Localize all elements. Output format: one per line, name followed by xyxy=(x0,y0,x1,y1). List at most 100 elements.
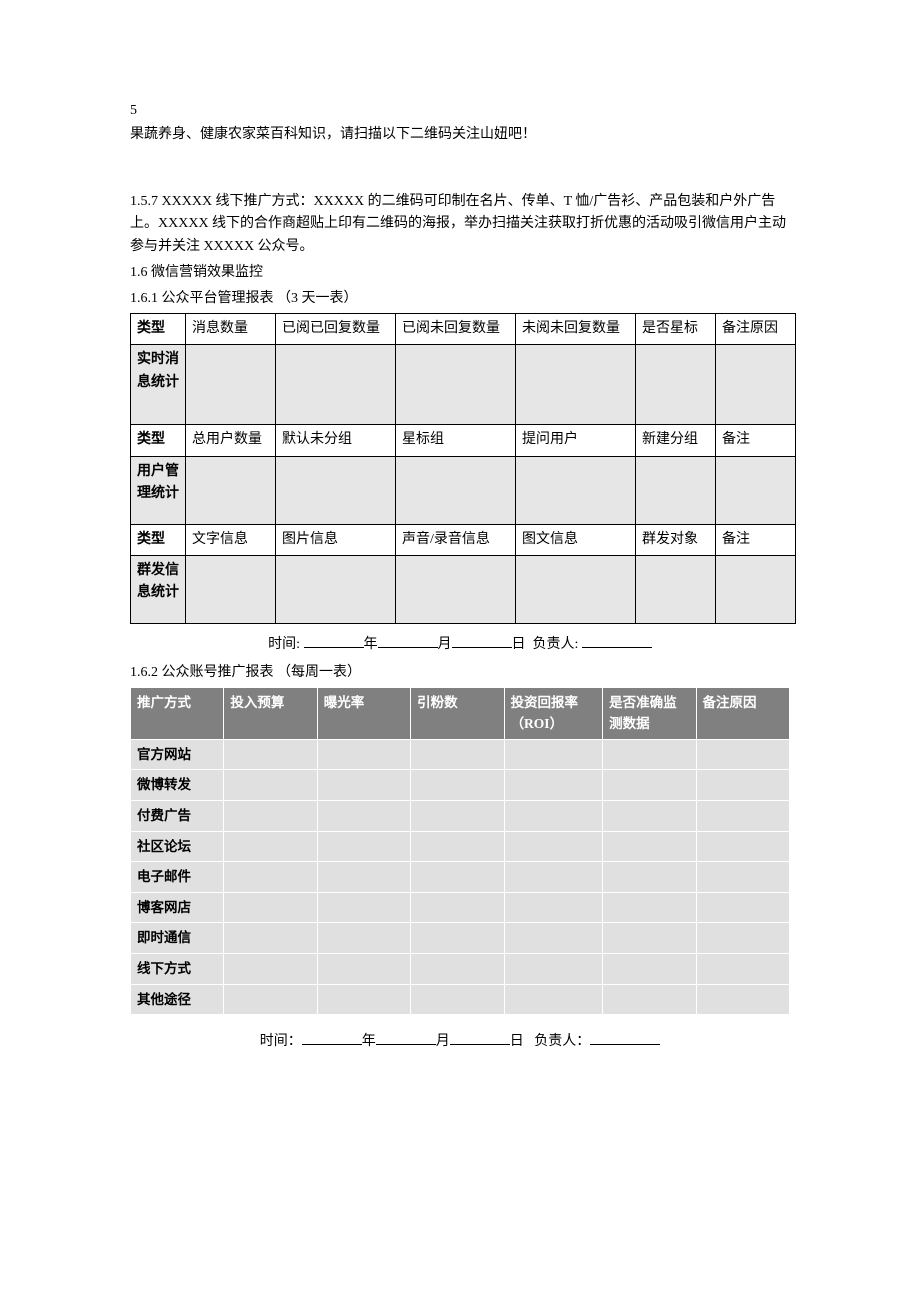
table-cell xyxy=(411,923,504,954)
table-cell xyxy=(396,555,516,623)
t2-h-6: 备注原因 xyxy=(696,687,789,739)
table-cell xyxy=(317,739,410,770)
table-cell xyxy=(224,739,317,770)
t2-r3: 社区论坛 xyxy=(131,831,224,862)
blank-year xyxy=(304,634,364,648)
table-cell xyxy=(276,456,396,524)
table-cell xyxy=(516,345,636,425)
t1-sh3-4: 图文信息 xyxy=(516,524,636,555)
table-cell xyxy=(636,456,716,524)
t1-sec2-label: 用户管理统计 xyxy=(131,456,186,524)
table-cell xyxy=(504,984,603,1015)
section-1-6-title: 1.6 微信营销效果监控 xyxy=(130,262,790,284)
t1-sec3-label: 群发信息统计 xyxy=(131,555,186,623)
t2-h-0: 推广方式 xyxy=(131,687,224,739)
table-cell xyxy=(186,555,276,623)
t1-sh2-6: 备注 xyxy=(716,425,796,456)
t1-sh2-0: 类型 xyxy=(131,425,186,456)
t2-h-5: 是否准确监测数据 xyxy=(603,687,696,739)
table-cell xyxy=(716,555,796,623)
page-number: 5 xyxy=(130,100,790,122)
table-cell xyxy=(224,923,317,954)
t2-h-4: 投资回报率（ROI） xyxy=(504,687,603,739)
table-cell xyxy=(224,892,317,923)
responsible-label: 负责人: xyxy=(533,637,579,652)
table-cell xyxy=(224,801,317,832)
table-cell xyxy=(504,923,603,954)
table-row: 社区论坛 xyxy=(131,831,790,862)
table-cell xyxy=(317,892,410,923)
table-cell xyxy=(317,831,410,862)
t2-r0: 官方网站 xyxy=(131,739,224,770)
table-cell xyxy=(317,862,410,893)
table-row: 电子邮件 xyxy=(131,862,790,893)
table-cell xyxy=(224,984,317,1015)
table-cell xyxy=(224,954,317,985)
table-cell xyxy=(504,770,603,801)
spacer xyxy=(130,151,790,191)
t1-sh3-0: 类型 xyxy=(131,524,186,555)
t2-r2: 付费广告 xyxy=(131,801,224,832)
table-cell xyxy=(411,984,504,1015)
t1-sh3-3: 声音/录音信息 xyxy=(396,524,516,555)
t2-r1: 微博转发 xyxy=(131,770,224,801)
blank-month-2 xyxy=(376,1031,436,1045)
blank-year-2 xyxy=(302,1031,362,1045)
table-cell xyxy=(317,770,410,801)
t2-h-3: 引粉数 xyxy=(411,687,504,739)
table-cell xyxy=(504,892,603,923)
table-cell xyxy=(603,892,696,923)
t1-sh2-5: 新建分组 xyxy=(636,425,716,456)
table-cell xyxy=(696,954,789,985)
table-cell xyxy=(396,345,516,425)
table-cell xyxy=(696,739,789,770)
table-cell xyxy=(411,892,504,923)
table-cell xyxy=(411,739,504,770)
t1-h-3: 已阅未回复数量 xyxy=(396,313,516,344)
table-cell xyxy=(504,862,603,893)
promotion-report-table: 推广方式 投入预算 曝光率 引粉数 投资回报率（ROI） 是否准确监测数据 备注… xyxy=(130,687,790,1016)
t1-sh2-2: 默认未分组 xyxy=(276,425,396,456)
table-cell xyxy=(716,345,796,425)
t1-sh3-2: 图片信息 xyxy=(276,524,396,555)
t1-sh2-1: 总用户数量 xyxy=(186,425,276,456)
table-row: 即时通信 xyxy=(131,923,790,954)
t1-h-0: 类型 xyxy=(131,313,186,344)
t2-r4: 电子邮件 xyxy=(131,862,224,893)
t1-sh2-4: 提问用户 xyxy=(516,425,636,456)
label-month: 月 xyxy=(438,637,452,652)
management-report-table: 类型 消息数量 已阅已回复数量 已阅未回复数量 未阅未回复数量 是否星标 备注原… xyxy=(130,313,796,624)
table-cell xyxy=(504,739,603,770)
table-cell xyxy=(603,770,696,801)
t1-sh3-5: 群发对象 xyxy=(636,524,716,555)
table-cell xyxy=(603,984,696,1015)
table-cell xyxy=(716,456,796,524)
timeline-row-2: 时间：年月日 负责人： xyxy=(130,1031,790,1053)
table-cell xyxy=(696,770,789,801)
table-cell xyxy=(636,555,716,623)
table-row: 博客网店 xyxy=(131,892,790,923)
t1-h-1: 消息数量 xyxy=(186,313,276,344)
table-row: 付费广告 xyxy=(131,801,790,832)
time-prefix: 时间: xyxy=(268,637,300,652)
t2-r6: 即时通信 xyxy=(131,923,224,954)
table-cell xyxy=(696,862,789,893)
table-cell xyxy=(317,923,410,954)
t1-h-5: 是否星标 xyxy=(636,313,716,344)
t1-sec1-label: 实时消息统计 xyxy=(131,345,186,425)
table-cell xyxy=(696,801,789,832)
table-cell xyxy=(516,555,636,623)
table-row: 官方网站 xyxy=(131,739,790,770)
table-cell xyxy=(603,801,696,832)
t2-r7: 线下方式 xyxy=(131,954,224,985)
table-row: 微博转发 xyxy=(131,770,790,801)
table-cell xyxy=(317,801,410,832)
table-cell xyxy=(186,456,276,524)
blank-month xyxy=(378,634,438,648)
t2-r8: 其他途径 xyxy=(131,984,224,1015)
t1-h-2: 已阅已回复数量 xyxy=(276,313,396,344)
table-cell xyxy=(396,456,516,524)
table-cell xyxy=(516,456,636,524)
blank-day xyxy=(452,634,512,648)
table-cell xyxy=(186,345,276,425)
